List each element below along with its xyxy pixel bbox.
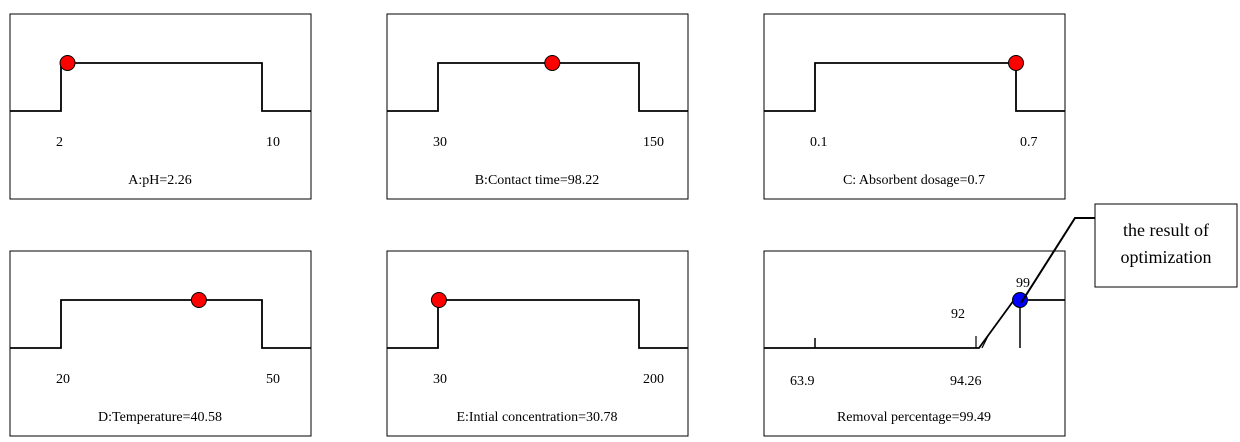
optimum-marker bbox=[544, 55, 561, 71]
desirability-ramp bbox=[764, 62, 1065, 112]
panel-title: Removal percentage=99.49 bbox=[837, 410, 991, 425]
range-low-label: 20 bbox=[56, 372, 70, 387]
desirability-ramp bbox=[387, 299, 688, 349]
panel-title: C: Absorbent dosage=0.7 bbox=[843, 173, 985, 188]
ramp-start-annotation: 92 bbox=[951, 307, 965, 322]
desirability-ramp bbox=[387, 62, 688, 112]
panel-temperature: 20 50 D:Temperature=40.58 bbox=[9, 250, 312, 437]
optimum-marker bbox=[1012, 292, 1028, 308]
panel-removal-percentage: 63.9 94.26 92 99 Removal percentage=99.4… bbox=[763, 250, 1066, 437]
panel-initial-concentration: 30 200 E:Intial concentration=30.78 bbox=[386, 250, 689, 437]
panel-frame bbox=[9, 250, 312, 437]
range-low-label: 2 bbox=[56, 135, 63, 150]
callout-leader bbox=[1020, 217, 1095, 304]
range-high-label: 0.7 bbox=[1020, 135, 1038, 150]
desirability-ramp bbox=[10, 299, 311, 349]
optimum-marker bbox=[1008, 55, 1024, 71]
range-high-label: 200 bbox=[643, 372, 664, 387]
panel-contact-time: 30 150 B:Contact time=98.22 bbox=[386, 13, 689, 200]
optimum-marker bbox=[430, 292, 447, 308]
desirability-ramp bbox=[10, 62, 311, 112]
callout-line-1: the result of bbox=[1123, 220, 1209, 240]
callout-box bbox=[1094, 203, 1238, 288]
panel-absorbent-dosage: 0.1 0.7 C: Absorbent dosage=0.7 bbox=[763, 13, 1066, 200]
axis-break-mark bbox=[981, 335, 989, 349]
range-high-label: 10 bbox=[266, 135, 280, 150]
desirability-ramp bbox=[764, 299, 1065, 349]
panel-frame bbox=[763, 13, 1066, 200]
range-high-label: 150 bbox=[643, 135, 664, 150]
range-low-label: 30 bbox=[433, 372, 447, 387]
panel-frame bbox=[763, 250, 1066, 437]
range-high-label: 50 bbox=[266, 372, 280, 387]
range-low-label: 30 bbox=[433, 135, 447, 150]
ramp-end-annotation: 99 bbox=[1016, 276, 1030, 291]
panel-frame bbox=[386, 13, 689, 200]
panel-ph: 2 10 A:pH=2.26 bbox=[9, 13, 312, 200]
range-low-label: 63.9 bbox=[790, 374, 815, 389]
callout-line-2: optimization bbox=[1121, 247, 1212, 267]
panel-title: B:Contact time=98.22 bbox=[475, 173, 600, 188]
panel-frame bbox=[9, 13, 312, 200]
optimum-marker bbox=[190, 292, 207, 308]
panel-title: A:pH=2.26 bbox=[128, 173, 192, 188]
panel-title: D:Temperature=40.58 bbox=[98, 410, 222, 425]
range-low-label: 0.1 bbox=[810, 135, 828, 150]
panel-frame bbox=[386, 250, 689, 437]
panel-title: E:Intial concentration=30.78 bbox=[456, 410, 617, 425]
optimization-callout: the result of optimization bbox=[1020, 203, 1238, 304]
range-high-label: 94.26 bbox=[950, 374, 982, 389]
optimum-marker bbox=[59, 55, 76, 71]
